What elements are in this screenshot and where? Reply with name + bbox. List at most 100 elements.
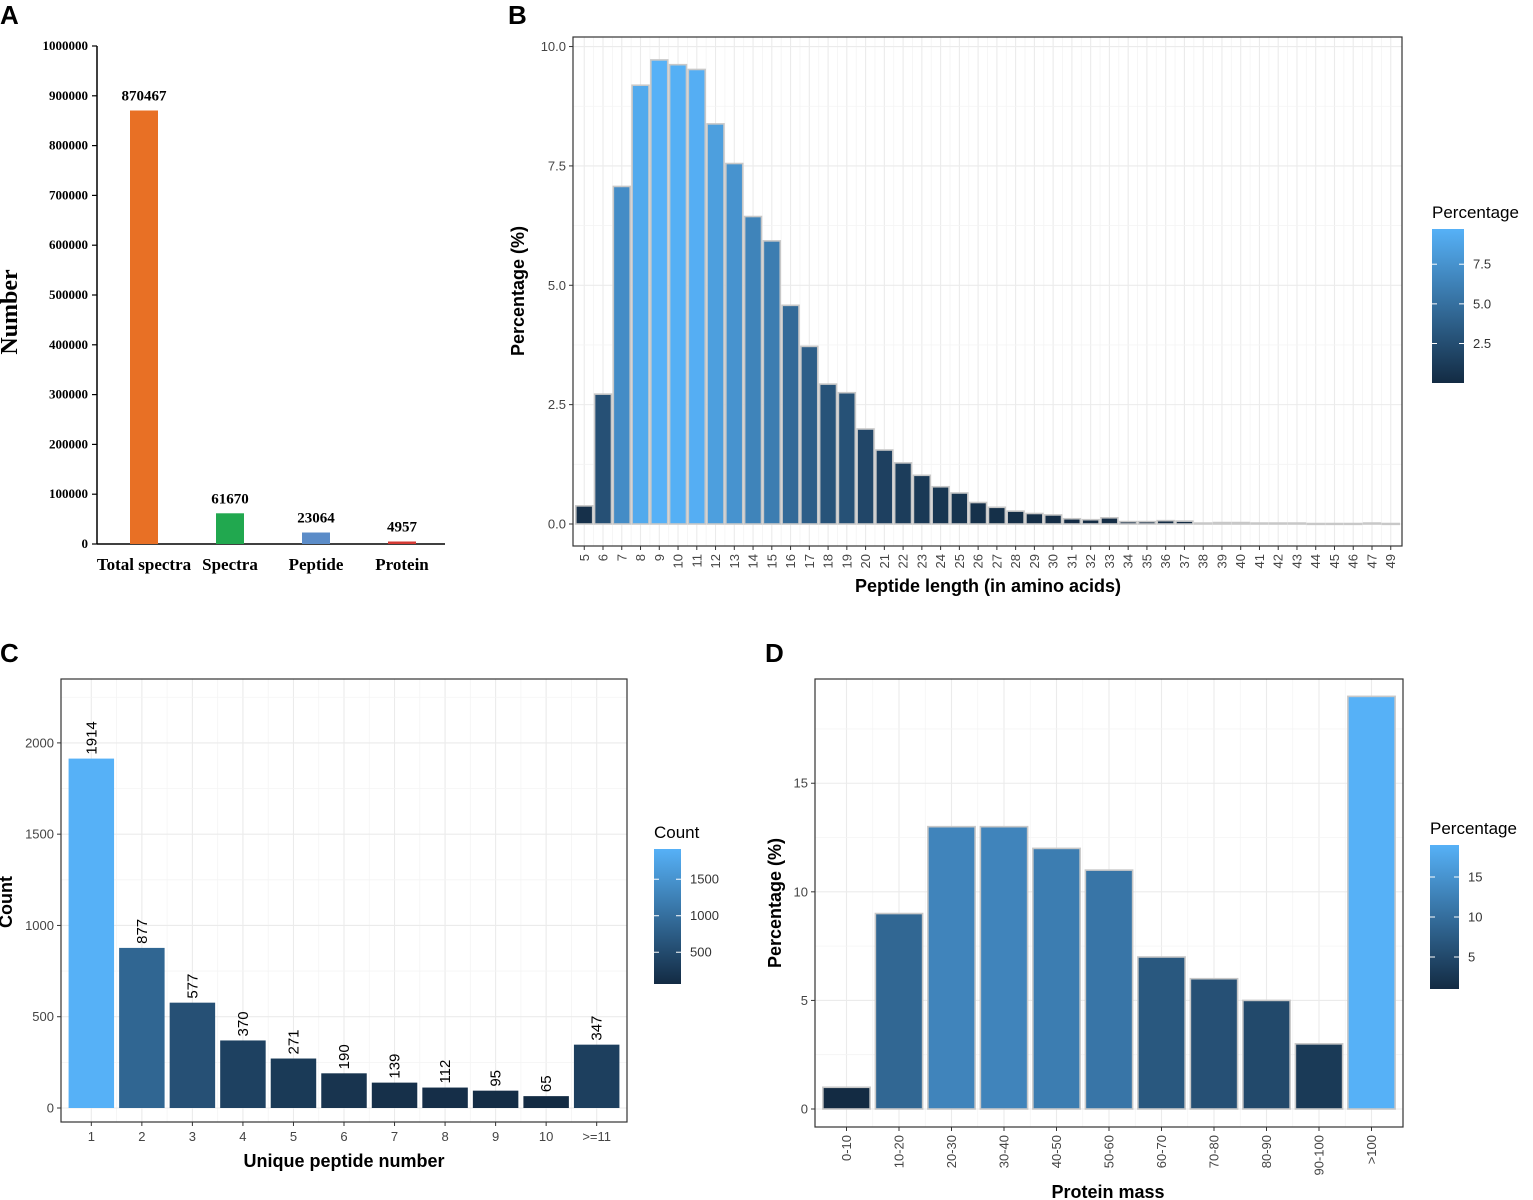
b-x-tick-label: 12 <box>708 554 723 568</box>
panel-b-frame <box>572 36 1403 547</box>
panel-a-bars <box>130 110 416 544</box>
c-y-tick-label: 2000 <box>25 735 54 750</box>
b-legend-tick-label: 5.0 <box>1473 296 1491 311</box>
b-bar <box>743 215 763 525</box>
panel-a-y-tick-label: 600000 <box>49 237 88 252</box>
b-x-tick-label: 10 <box>671 554 686 568</box>
b-x-tick-label: 16 <box>783 554 798 568</box>
c-x-tick-label: >=11 <box>582 1129 611 1144</box>
b-x-tick-label: 25 <box>952 554 967 568</box>
b-x-tick-label: 38 <box>1196 554 1211 568</box>
c-x-tick-label: 5 <box>290 1129 297 1144</box>
panel-d-chart: 0 5 10 15 0-10 10-20 20-30 30-40 40-50 50-60 60-7… <box>765 678 1517 1200</box>
b-x-tick-label: 42 <box>1271 554 1286 568</box>
d-bar <box>822 1086 871 1110</box>
panel-a-y-ticks: 0 100000 200000 300000 400000 500000 600000 700… <box>43 38 97 551</box>
b-bar <box>1325 522 1344 526</box>
panel-b-x-ticks: 5 6 7 8 9 10 11 12 13 14 15 16 17 18 19 20 21 22 23 24 25 26 2… <box>577 546 1398 568</box>
b-x-tick-label: 32 <box>1083 554 1098 568</box>
c-value-label: 347 <box>589 1016 606 1041</box>
b-bar <box>687 68 707 525</box>
d-x-tick-label: 10-20 <box>892 1135 907 1168</box>
b-y-tick-label: 7.5 <box>548 158 566 173</box>
b-bar <box>968 501 988 525</box>
b-x-tick-label: 31 <box>1064 554 1079 568</box>
b-bar <box>1062 517 1082 525</box>
d-x-tick-label: >100 <box>1364 1135 1379 1164</box>
b-bar <box>1250 522 1269 525</box>
panel-c-legend: Count 1500 1000 500 <box>654 823 719 984</box>
b-bar <box>1006 510 1025 525</box>
panel-a-y-tick-label: 200000 <box>49 436 88 451</box>
b-y-tick-label: 5.0 <box>548 278 566 293</box>
c-value-label: 95 <box>488 1070 505 1087</box>
b-bar <box>1137 520 1157 525</box>
c-value-label: 577 <box>184 974 201 999</box>
panel-d-legend-title: Percentage <box>1430 819 1517 838</box>
c-bar <box>523 1096 569 1108</box>
b-x-tick-label: 37 <box>1177 554 1192 568</box>
b-x-tick-label: 17 <box>802 554 817 568</box>
b-x-tick-label: 27 <box>989 554 1004 568</box>
panel-c-x-ticks: 1 2 3 4 5 6 7 8 9 10 >=11 <box>88 1122 611 1144</box>
panel-a-y-tick-label: 700000 <box>49 187 88 202</box>
c-value-label: 65 <box>538 1075 555 1092</box>
panel-c-legend-colorbar <box>654 849 681 984</box>
b-bar <box>875 449 894 525</box>
b-bar <box>1362 522 1382 525</box>
b-bar <box>762 240 782 525</box>
b-bar <box>1081 518 1100 525</box>
d-bar <box>1189 977 1239 1110</box>
b-bar <box>1118 520 1138 525</box>
b-bar <box>725 162 744 525</box>
d-bar <box>1294 1043 1344 1110</box>
b-bar <box>1100 516 1119 525</box>
panel-c-y-axis-label: Count <box>0 876 16 928</box>
b-legend-tick-label: 2.5 <box>1473 336 1491 351</box>
panel-d-x-ticks: 0-10 10-20 20-30 30-40 40-50 50-60 60-70 70-80 8… <box>839 1127 1379 1175</box>
b-x-tick-label: 49 <box>1383 554 1398 568</box>
panel-a-y-axis-label: Number <box>0 269 23 355</box>
c-bar <box>169 1002 216 1108</box>
d-bar <box>1032 847 1081 1110</box>
c-value-label: 370 <box>235 1011 252 1036</box>
d-x-tick-label: 30-40 <box>997 1135 1012 1168</box>
b-bar <box>950 492 969 525</box>
b-x-tick-label: 45 <box>1327 554 1342 568</box>
d-legend-tick-label: 5 <box>1468 950 1475 965</box>
b-x-tick-label: 26 <box>971 554 986 568</box>
b-x-tick-label: 23 <box>914 554 929 568</box>
c-y-tick-label: 1000 <box>25 918 54 933</box>
c-x-tick-label: 6 <box>340 1129 347 1144</box>
b-x-tick-label: 39 <box>1214 554 1229 568</box>
panel-a-y-tick-label: 800000 <box>49 138 88 153</box>
d-bar <box>927 825 976 1110</box>
b-bar <box>912 474 932 525</box>
c-x-tick-label: 7 <box>391 1129 398 1144</box>
d-y-tick-label: 10 <box>794 884 808 899</box>
b-x-tick-label: 6 <box>596 554 611 561</box>
b-bar <box>800 345 819 525</box>
panel-b-y-axis-label: Percentage (%) <box>508 226 528 356</box>
b-y-tick-label: 2.5 <box>548 397 566 412</box>
b-x-tick-label: 22 <box>896 554 911 568</box>
panel-b-bars <box>575 59 1400 526</box>
panel-d-legend: Percentage 15 10 5 <box>1430 819 1517 989</box>
panel-a-chart: 0 100000 200000 300000 400000 500000 600000 700… <box>0 38 445 574</box>
b-bar <box>1306 522 1325 526</box>
c-x-tick-label: 9 <box>492 1129 499 1144</box>
b-bar <box>1193 522 1213 525</box>
b-bar <box>1043 514 1063 525</box>
c-bar <box>220 1040 266 1108</box>
b-legend-tick-label: 7.5 <box>1473 257 1491 272</box>
b-bar <box>931 485 950 525</box>
b-x-tick-label: 28 <box>1008 554 1023 568</box>
c-bar <box>573 1044 620 1108</box>
panel-c-value-labels: 1914 877 577 370 271 190 139 112 95 65 347 <box>83 721 605 1092</box>
panel-a-y-tick-label: 100000 <box>49 486 88 501</box>
panel-c-legend-title: Count <box>654 823 700 842</box>
b-bar <box>1025 512 1044 525</box>
panel-a-y-tick-label: 900000 <box>49 88 88 103</box>
b-x-tick-label: 11 <box>689 554 704 568</box>
